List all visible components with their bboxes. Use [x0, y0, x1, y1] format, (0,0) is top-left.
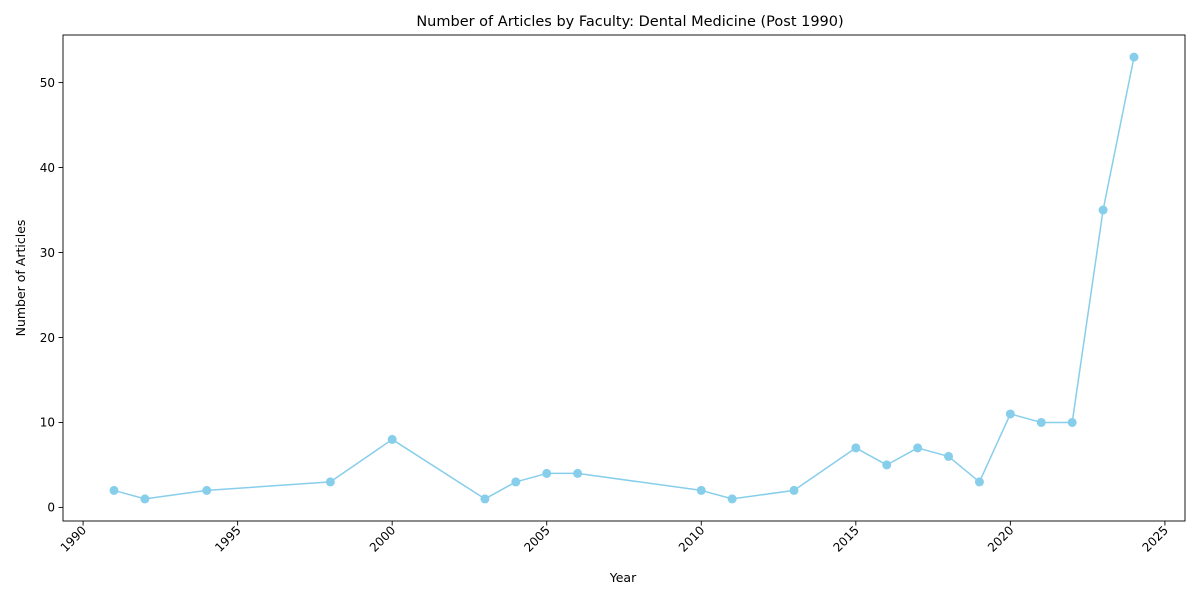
data-point	[696, 485, 706, 495]
x-tick-label: 2025	[1140, 523, 1171, 554]
data-point	[325, 477, 335, 487]
series-line	[113, 56, 1135, 500]
data-point	[480, 494, 490, 504]
y-tick-label: 50	[40, 76, 55, 90]
data-point	[913, 443, 923, 453]
data-point	[140, 494, 150, 504]
x-tick-label: 2010	[676, 523, 707, 554]
x-tick-label: 2005	[521, 523, 552, 554]
x-tick-label: 1995	[212, 523, 243, 554]
data-point	[387, 434, 397, 444]
y-axis-title: Number of Articles	[13, 220, 28, 337]
y-tick-label: 30	[40, 246, 55, 260]
x-tick-label: 2015	[830, 523, 861, 554]
y-tick-label: 10	[40, 416, 55, 430]
chart-title: Number of Articles by Faculty: Dental Me…	[416, 14, 843, 30]
data-point	[109, 485, 119, 495]
y-tick-label: 40	[40, 161, 55, 175]
data-point	[202, 485, 212, 495]
data-point	[789, 485, 799, 495]
data-point	[851, 443, 861, 453]
x-tick-label: 2020	[985, 523, 1016, 554]
data-point	[974, 477, 984, 487]
data-point	[542, 468, 552, 478]
data-point	[1067, 417, 1077, 427]
data-point	[1129, 52, 1139, 62]
y-tick-label: 0	[47, 501, 55, 515]
x-axis-title: Year	[609, 570, 637, 585]
data-point	[511, 477, 521, 487]
data-point	[1005, 409, 1015, 419]
y-tick-label: 20	[40, 331, 55, 345]
x-tick-label: 1990	[58, 523, 89, 554]
plot-area: 1990 1995 2000 2005 2010 2015 2020 2025 0 10 20 30 4…	[40, 34, 1186, 555]
data-point	[1098, 205, 1108, 215]
data-point	[882, 460, 892, 470]
data-point	[944, 451, 954, 461]
data-point	[573, 468, 583, 478]
x-tick-label: 2000	[367, 523, 398, 554]
data-point	[727, 494, 737, 504]
axes-frame	[62, 34, 1186, 522]
data-point	[1036, 417, 1046, 427]
